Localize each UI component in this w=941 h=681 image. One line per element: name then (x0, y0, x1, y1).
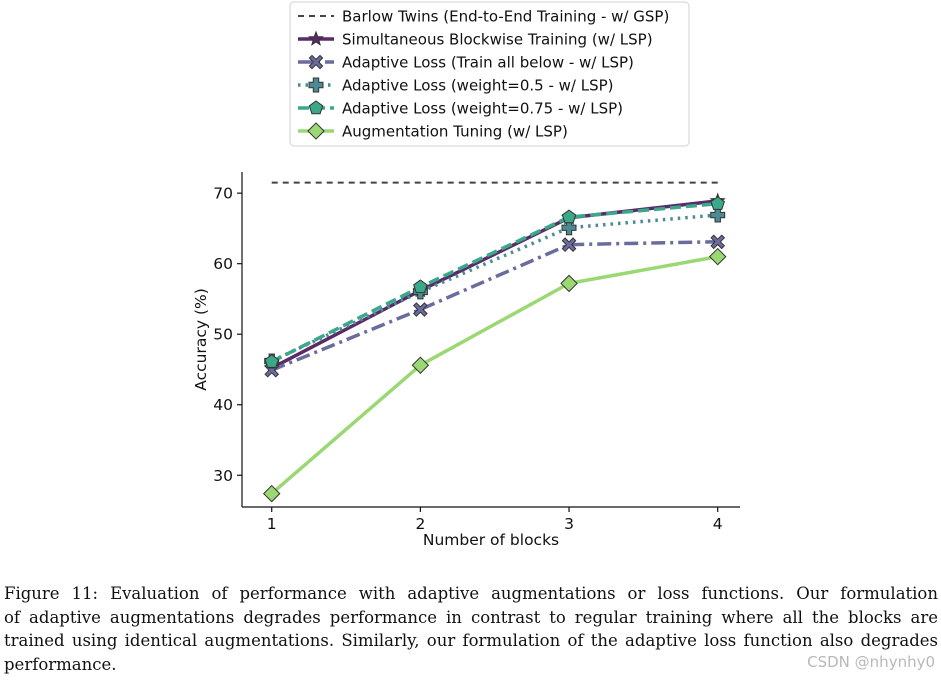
y-tick-label: 50 (213, 326, 233, 344)
series-layer (262, 181, 727, 503)
legend-entry: Adaptive Loss (Train all below - w/ LSP) (298, 54, 634, 72)
x-tick-label: 1 (267, 515, 277, 533)
series-line (270, 254, 719, 495)
series-line (270, 213, 718, 363)
diamond-marker (307, 122, 325, 140)
legend-entry: Adaptive Loss (weight=0.75 - w/ LSP) (298, 100, 623, 118)
x-marker (412, 302, 428, 317)
star-marker (307, 30, 325, 46)
diamond-marker (560, 274, 578, 293)
y-tick-label: 70 (213, 185, 233, 203)
diamond-marker (708, 247, 727, 266)
watermark: CSDN @nhynhy0 (807, 653, 935, 671)
x-marker (308, 54, 324, 70)
pentagon-marker (561, 209, 577, 224)
caption-line: trained using identical augmentations. S… (4, 631, 938, 650)
series-4 (264, 196, 725, 368)
legend-label: Adaptive Loss (Train all below - w/ LSP) (342, 54, 634, 72)
plus-marker (710, 207, 726, 223)
y-tick-label: 40 (213, 396, 233, 414)
x-tick-label: 4 (713, 515, 723, 533)
caption-line: performance. (4, 654, 117, 674)
y-tick-label: 30 (213, 467, 233, 485)
x-tick-label: 3 (564, 515, 574, 533)
line-chart: Barlow Twins (End-to-End Training - w/ G… (192, 1, 740, 549)
legend-label: Barlow Twins (End-to-End Training - w/ G… (342, 8, 669, 26)
figure: Barlow Twins (End-to-End Training - w/ G… (192, 1, 740, 549)
legend: Barlow Twins (End-to-End Training - w/ G… (289, 1, 690, 147)
series-5 (262, 247, 727, 503)
caption-line: Figure 11: Evaluation of performance wit… (4, 584, 938, 603)
x-marker (710, 234, 726, 250)
figure-caption: Figure 11: Evaluation of performance wit… (4, 582, 938, 676)
legend-entry: Barlow Twins (End-to-End Training - w/ G… (298, 8, 669, 26)
pentagon-marker (264, 354, 279, 368)
legend-entry: Adaptive Loss (weight=0.5 - w/ LSP) (298, 77, 614, 95)
axes: 30 40 50 60 70 1 2 3 4 Number of blocks Accuracy (… (192, 172, 740, 549)
pentagon-marker (308, 100, 324, 115)
diamond-marker (411, 356, 430, 374)
x-axis-label: Number of blocks (423, 531, 559, 549)
legend-entry: Simultaneous Blockwise Training (w/ LSP) (298, 31, 653, 49)
plus-marker (561, 220, 577, 236)
legend-box (289, 1, 690, 147)
legend-label: Adaptive Loss (weight=0.5 - w/ LSP) (342, 77, 614, 95)
pentagon-marker (413, 279, 428, 294)
legend-label: Augmentation Tuning (w/ LSP) (342, 123, 568, 141)
series-line (270, 199, 718, 370)
legend-entry: Augmentation Tuning (w/ LSP) (298, 122, 568, 141)
y-tick-label: 60 (213, 255, 233, 273)
series-line (271, 240, 718, 372)
diamond-marker (262, 484, 281, 503)
series-line (270, 201, 718, 364)
legend-label: Adaptive Loss (weight=0.75 - w/ LSP) (342, 100, 623, 118)
caption-line: of adaptive augmentations degrades perfo… (4, 607, 938, 627)
x-marker (561, 237, 577, 253)
plus-marker (308, 77, 324, 93)
y-axis-label: Accuracy (%) (192, 288, 210, 391)
legend-label: Simultaneous Blockwise Training (w/ LSP) (342, 31, 653, 49)
pentagon-marker (710, 196, 725, 210)
x-tick-label: 2 (415, 515, 425, 533)
series-2 (264, 234, 726, 378)
